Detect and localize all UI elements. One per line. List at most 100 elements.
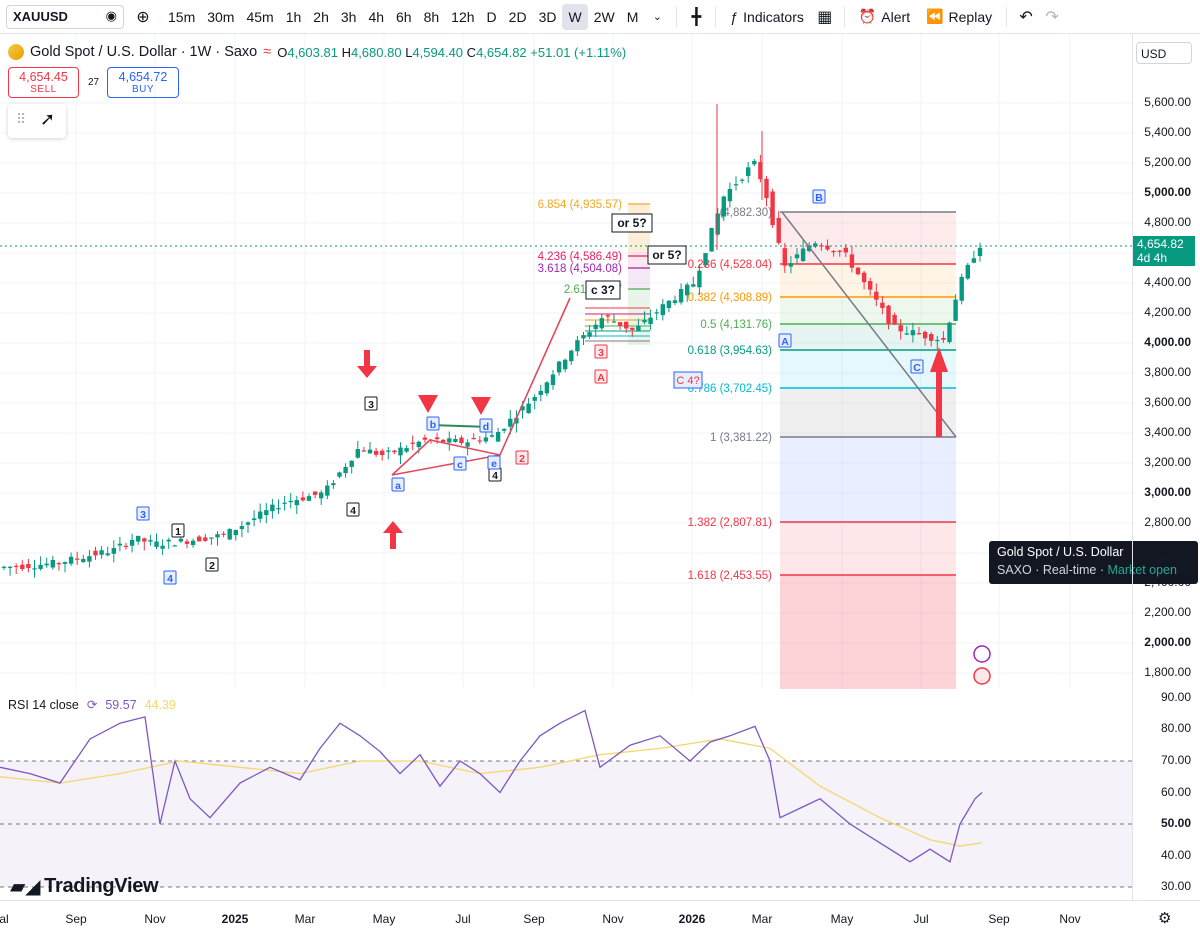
price-axis-label: 4,400.00	[1144, 275, 1191, 289]
candle-body	[611, 321, 617, 323]
timeframe-1h[interactable]: 1h	[285, 8, 302, 25]
candle-body	[947, 322, 952, 343]
red-arrow-up-large	[930, 347, 948, 437]
refresh-icon[interactable]: ⟳	[86, 698, 98, 712]
candle-body	[800, 248, 806, 262]
timeframe-6h[interactable]: 6h	[396, 8, 412, 25]
buy-price: 4,654.72	[118, 70, 168, 84]
time-axis-label: Sep	[988, 912, 1010, 926]
timeframe-m[interactable]: M	[626, 8, 639, 25]
brand-name: TradingView	[44, 875, 159, 897]
bar-countdown: 4d 4h	[1137, 251, 1168, 265]
change-value: +51.01 (+1.11%)	[530, 44, 627, 60]
buy-button[interactable]: 4,654.72 BUY	[107, 67, 179, 98]
c4-label-box	[673, 371, 703, 389]
symbol-tooltip: Gold Spot / U.S. Dollar SAXO · Real-time…	[989, 541, 1198, 584]
candle-body	[410, 442, 415, 444]
fib-zone	[780, 575, 956, 689]
cursor-arrow-icon[interactable]: ➚	[40, 109, 56, 129]
timeframe-12h[interactable]: 12h	[451, 8, 475, 25]
candle-body	[770, 191, 775, 226]
timeframe-30m[interactable]: 30m	[207, 8, 235, 25]
indicators-button[interactable]: ƒ Indicators	[722, 4, 812, 30]
price-axis-label: 3,000.00	[1144, 485, 1191, 499]
timeframe-15m[interactable]: 15m	[168, 8, 196, 25]
candle-body	[288, 500, 293, 503]
candle-body	[404, 448, 409, 452]
candle-body	[691, 284, 696, 287]
timeframe-45m[interactable]: 45m	[246, 8, 274, 25]
fib-zone	[780, 388, 956, 437]
timeframe-2w[interactable]: 2W	[593, 8, 615, 25]
wave-line-red2	[391, 454, 501, 476]
candle-body	[904, 333, 909, 335]
wave-label: B	[815, 192, 823, 204]
eye-icon[interactable]: ◉	[105, 7, 117, 23]
candle-body	[709, 227, 714, 252]
redo-icon[interactable]: ↷	[1045, 8, 1059, 26]
symbol-search[interactable]: XAUUSD ◉	[6, 4, 124, 29]
currency-selector[interactable]: USD	[1136, 42, 1192, 64]
candle-body	[251, 518, 257, 521]
chevron-down-icon[interactable]: ⌄	[652, 11, 662, 23]
price-axis-label: 2,600.00	[1144, 545, 1191, 559]
candle-body	[465, 442, 470, 447]
candle-body	[422, 437, 428, 440]
candle-body	[81, 558, 86, 563]
fib-zone	[780, 212, 956, 264]
main-chart[interactable]: (4,882.30) 0.236 (4,528.04) 0.382 (4,308.8…	[0, 34, 1132, 689]
candle-body	[434, 437, 440, 440]
timeframe-3h[interactable]: 3h	[340, 8, 357, 25]
rsi-value: 59.57	[105, 697, 137, 712]
price-axis-label: 2,000.00	[1144, 635, 1191, 649]
timeframe-8h[interactable]: 8h	[423, 8, 440, 25]
candle-body	[300, 497, 306, 501]
candle-body	[142, 538, 147, 542]
rsi-axis-label: 30.00	[1160, 879, 1191, 893]
tradingview-logo: ▰◢ TradingView	[10, 874, 159, 899]
candle-body	[678, 289, 684, 303]
price-axis[interactable]: 5,600.00 5,400.00 5,200.00 5,000.00 4,800.00…	[1132, 34, 1200, 900]
add-symbol-icon[interactable]: ⊕	[136, 8, 150, 26]
settings-gear-icon[interactable]: ⚙	[1158, 910, 1172, 927]
timeframe-w[interactable]: W	[562, 3, 588, 30]
candle-body	[532, 396, 537, 401]
timeframe-4h[interactable]: 4h	[368, 8, 385, 25]
buy-label: BUY	[131, 84, 155, 95]
rsi-chart-svg[interactable]	[0, 690, 1132, 900]
candle-body	[453, 438, 458, 442]
alert-button[interactable]: ⏰ Alert	[851, 4, 918, 30]
time-axis-label: Jul	[913, 912, 929, 926]
fib-label: 0.618 (3,954.63)	[688, 345, 773, 357]
sell-price: 4,654.45	[19, 70, 68, 84]
price-chart-svg[interactable]: (4,882.30) 0.236 (4,528.04) 0.382 (4,308.8…	[0, 34, 1132, 689]
candle-body	[166, 539, 171, 542]
price-axis-label: 3,200.00	[1144, 455, 1191, 469]
time-axis-label: Jul	[455, 912, 471, 926]
price-axis-label: 2,200.00	[1144, 605, 1191, 619]
fib-zone	[780, 522, 956, 575]
rsi-axis-label: 50.00	[1160, 816, 1191, 830]
candle-body	[935, 339, 940, 342]
sell-button[interactable]: 4,654.45 SELL	[8, 67, 79, 98]
c3-label: c 3?	[591, 283, 615, 297]
replay-button[interactable]: ⏪ Replay	[918, 4, 1000, 30]
drag-handle-icon[interactable]: ⠿	[16, 111, 27, 127]
symbol-name: XAUUSD	[13, 9, 68, 24]
rsi-pane[interactable]	[0, 690, 1132, 900]
wave-label: 3	[598, 347, 604, 359]
candle-body	[922, 331, 928, 339]
timeframe-2d[interactable]: 2D	[508, 8, 527, 25]
timeframe-3d[interactable]: 3D	[538, 8, 557, 25]
candles-icon[interactable]: ╋	[691, 8, 702, 26]
layouts-icon[interactable]: ▦	[817, 8, 833, 26]
candle-body	[154, 541, 159, 547]
candle-body	[99, 550, 104, 555]
wave-label-box	[487, 455, 501, 470]
timeframe-2h[interactable]: 2h	[313, 8, 329, 25]
timeframe-d[interactable]: D	[486, 8, 497, 25]
wave-label: e	[491, 458, 497, 470]
timeframe-list: 15m 30m 45m 1h 2h 3h 4h 6h 8h 12h D 2D 3D W 2W M	[162, 3, 644, 30]
time-axis[interactable]: al Sep Nov 2025 Mar May Jul Sep Nov 2026 Mar May Jul…	[0, 900, 1200, 938]
undo-icon[interactable]: ↶	[1019, 8, 1033, 26]
